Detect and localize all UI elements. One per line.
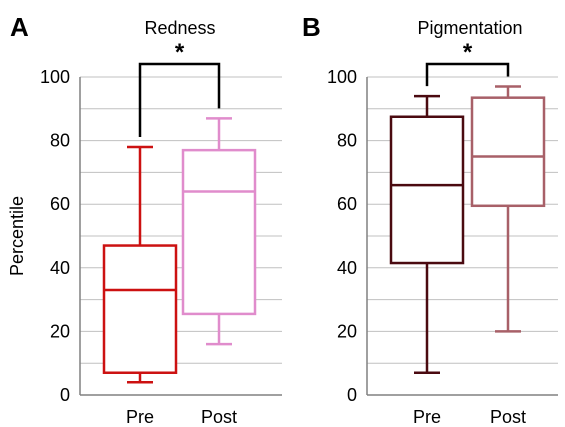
- y-tick-label: 80: [50, 131, 70, 151]
- y-tick-label: 60: [337, 194, 357, 214]
- significance-bracket: [138, 62, 221, 137]
- panel-title: Pigmentation: [417, 18, 522, 38]
- box-post: [470, 85, 546, 333]
- box-pre: [102, 145, 178, 384]
- panel-title: Redness: [144, 18, 215, 38]
- y-tick-label: 100: [40, 67, 70, 87]
- iqr-box: [181, 148, 257, 316]
- y-tick-label: 20: [50, 321, 70, 341]
- y-tick-label: 80: [337, 131, 357, 151]
- box-post: [181, 117, 257, 346]
- box-pre: [389, 94, 465, 374]
- x-category-label: Post: [490, 407, 526, 427]
- y-tick-label: 20: [337, 321, 357, 341]
- iqr-box: [389, 115, 465, 265]
- y-tick-label: 60: [50, 194, 70, 214]
- significance-asterisk: *: [463, 39, 473, 66]
- panel-letter: A: [10, 12, 29, 42]
- panel-letter: B: [302, 12, 321, 42]
- iqr-box: [102, 244, 178, 374]
- y-tick-label: 40: [50, 258, 70, 278]
- x-category-label: Pre: [413, 407, 441, 427]
- x-category-label: Pre: [126, 407, 154, 427]
- significance-asterisk: *: [175, 39, 185, 66]
- panel-redness: 0 20 40 60 80 100 Pre Post A Redness Percentile *: [7, 12, 282, 427]
- y-tick-label: 0: [347, 385, 357, 405]
- y-tick-label: 0: [60, 385, 70, 405]
- y-tick-label: 100: [327, 67, 357, 87]
- x-category-label: Post: [201, 407, 237, 427]
- iqr-box: [470, 96, 546, 208]
- panel-pigmentation: 0 20 40 60 80 100 Pre Post B Pigmentation*: [302, 12, 558, 427]
- y-tick-label: 40: [337, 258, 357, 278]
- significance-bracket: [425, 62, 510, 87]
- y-axis-title: Percentile: [7, 196, 27, 276]
